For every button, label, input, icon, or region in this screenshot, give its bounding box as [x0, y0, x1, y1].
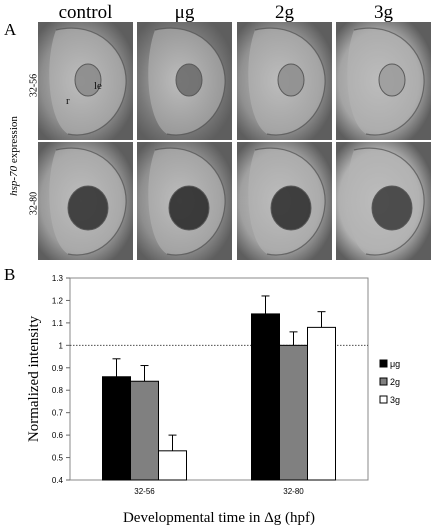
bar-chart: 0.4 0.5 0.6 0.7 0.8 0.9 1 1.1 1.2 1.3 32-56 32-80 μg… — [26, 274, 400, 526]
legend-swatch — [379, 395, 388, 404]
panel-b-letter: B — [4, 265, 16, 284]
column-header-3g: 3g — [374, 2, 393, 23]
micrograph-r1-c2 — [137, 22, 232, 140]
bar — [307, 326, 336, 481]
x-axis-title: Developmental time in Δg (hpf) — [123, 510, 315, 526]
gene-name: hsp-70 — [8, 165, 20, 196]
micrograph-r2-c4 — [336, 142, 431, 260]
panel-a-letter: A — [4, 20, 17, 39]
micrograph-r1-c3 — [237, 22, 332, 140]
lens-label: le — [94, 80, 102, 92]
column-header-control: control — [58, 2, 113, 23]
x-tick-label: 32-56 — [134, 487, 155, 496]
y-tick-label: 0.4 — [52, 476, 64, 485]
bar — [158, 450, 187, 481]
bar — [279, 344, 308, 481]
legend-label: 3g — [390, 395, 400, 405]
retina-label: r — [66, 95, 70, 107]
y-tick-label: 0.9 — [52, 364, 64, 373]
plot-frame — [69, 277, 369, 481]
hsp70-expression-label: hsp-70 expression — [8, 106, 20, 206]
y-tick-label: 1 — [59, 341, 64, 350]
legend-swatch — [379, 359, 388, 368]
micrograph-r2-c2 — [137, 142, 232, 260]
micrograph-r1-c4 — [336, 22, 431, 140]
bar — [102, 376, 131, 481]
y-tick-label: 0.8 — [52, 386, 64, 395]
legend-label: 2g — [390, 377, 400, 387]
micrograph-r1-c1 — [38, 22, 133, 140]
column-header-2g: 2g — [275, 2, 294, 23]
legend-swatch — [379, 377, 388, 386]
micrograph-r2-c3 — [237, 142, 332, 260]
column-header-microgravity: μg — [174, 2, 195, 23]
y-tick-label: 0.5 — [52, 454, 64, 463]
y-tick-label: 0.7 — [52, 409, 64, 418]
y-tick-label: 1.1 — [52, 319, 64, 328]
bar — [251, 313, 280, 481]
y-axis-title: Normalized intensity — [26, 315, 42, 442]
y-tick-label: 1.2 — [52, 296, 64, 305]
micrograph-r2-c1 — [38, 142, 133, 260]
y-tick-label: 0.6 — [52, 431, 64, 440]
bar — [130, 380, 159, 481]
x-tick-label: 32-80 — [283, 487, 304, 496]
expression-word: expression — [8, 116, 20, 166]
y-tick-label: 1.3 — [52, 274, 64, 283]
legend-label: μg — [390, 359, 400, 369]
